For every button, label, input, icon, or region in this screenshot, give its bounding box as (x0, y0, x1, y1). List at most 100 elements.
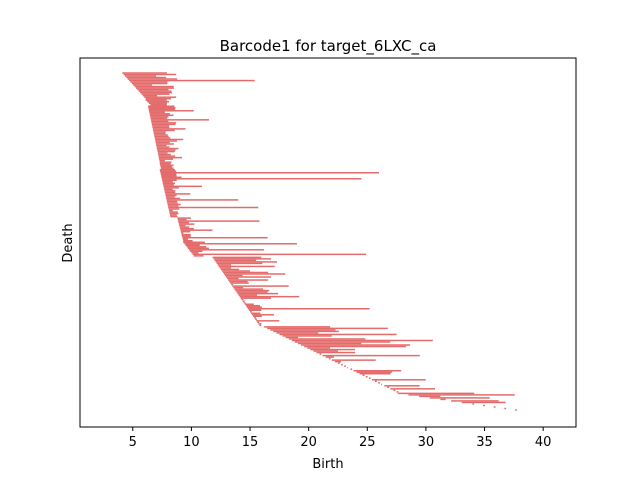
barcode-bar (219, 267, 232, 269)
barcode-bar (223, 273, 286, 275)
barcode-bar (285, 336, 299, 339)
barcode-bar (159, 161, 172, 163)
barcode-bar (310, 348, 355, 351)
barcode-bar (235, 289, 270, 292)
barcode-bar (133, 84, 153, 86)
x-tick-label: 35 (476, 435, 493, 450)
barcode-bar (165, 196, 175, 198)
barcode-bar (170, 215, 178, 218)
barcode-bar (515, 409, 517, 411)
barcode-bar (221, 270, 250, 272)
barcode-bar (141, 93, 170, 95)
barcode-bar (154, 134, 168, 136)
barcode-bar (152, 125, 170, 127)
barcode-bar (182, 238, 188, 240)
barcode-bar (252, 314, 274, 316)
barcode-bar (189, 249, 265, 251)
y-axis-label: Death (61, 223, 76, 262)
barcode-bar (356, 371, 392, 373)
barcode-bar (161, 178, 362, 180)
barcode-bar (130, 81, 168, 83)
barcode-bar (183, 239, 193, 242)
barcode-bar (160, 167, 174, 169)
barcode-bar (127, 78, 178, 80)
barcode-bar (493, 406, 496, 408)
barcode-bar (218, 265, 275, 268)
barcode-bar (368, 377, 371, 380)
x-tick-label: 5 (129, 435, 137, 450)
barcode-bar (159, 158, 174, 160)
barcode-bar (159, 159, 165, 162)
barcode-bar (397, 392, 475, 395)
barcode-bar (384, 385, 420, 387)
barcode-bar (126, 76, 167, 79)
barcode-bar (163, 184, 174, 186)
barcode-bar (149, 113, 170, 115)
barcode-bar (177, 217, 191, 219)
barcode-bar (182, 236, 268, 239)
barcode-bar (279, 333, 397, 336)
bars-group (122, 72, 517, 411)
barcode-bar (191, 252, 199, 254)
barcode-bar (483, 404, 485, 407)
barcode-bar (256, 320, 280, 322)
barcode-bar (243, 301, 246, 304)
barcode-bar (378, 382, 380, 384)
barcode-bar (359, 372, 391, 375)
barcode-bar (134, 85, 174, 88)
barcode-bar (156, 144, 167, 147)
barcode-bar (166, 197, 181, 200)
x-tick-label: 30 (418, 435, 435, 450)
barcode-bar (241, 298, 244, 301)
barcode-bar (157, 149, 176, 151)
barcode-bar (259, 324, 262, 327)
barcode-bar (245, 304, 260, 307)
barcode-bar (215, 261, 277, 263)
x-tick-label: 15 (242, 435, 259, 450)
barcode-bar (429, 397, 490, 399)
barcode-bar (168, 206, 259, 209)
barcode-bar (137, 88, 169, 91)
barcode-bar (251, 312, 261, 315)
barcode-bar (186, 246, 207, 248)
barcode-bar (158, 156, 183, 159)
barcode-bar (334, 360, 342, 363)
barcode-bar (167, 205, 179, 207)
barcode-bar (177, 218, 187, 221)
barcode-bar (307, 347, 330, 349)
barcode-bar (152, 126, 170, 129)
barcode-bar (232, 285, 289, 287)
barcode-bar (169, 211, 178, 213)
barcode-bar (341, 363, 343, 366)
barcode-bar (250, 311, 252, 313)
barcode-bar (156, 147, 179, 150)
barcode-bar (419, 395, 441, 398)
barcode-bar (160, 170, 177, 172)
barcode-bar (180, 229, 213, 231)
barcode-bar (244, 303, 254, 305)
barcode-bar (257, 321, 260, 324)
barcode-bar (338, 362, 340, 364)
barcode-bar (258, 323, 262, 325)
barcode-bar (396, 391, 399, 393)
barcode-bar (408, 394, 515, 396)
barcode-bar (240, 297, 271, 299)
barcode-bar (150, 117, 168, 120)
barcode-bar (472, 403, 475, 405)
barcode-bar (304, 345, 406, 348)
barcode-bar (227, 277, 239, 280)
barcode-bar (162, 182, 175, 185)
barcode-bar (151, 122, 177, 124)
barcode-bar (185, 244, 200, 247)
barcode-bar (155, 140, 177, 142)
barcode-bar (158, 155, 176, 157)
barcode-bar (187, 247, 209, 250)
barcode-bar (184, 243, 297, 245)
barcode-bar (375, 380, 377, 383)
barcode-bar (149, 114, 174, 117)
barcode-bar (267, 327, 388, 330)
barcode-bar (150, 116, 169, 118)
barcode-bar (138, 90, 172, 92)
